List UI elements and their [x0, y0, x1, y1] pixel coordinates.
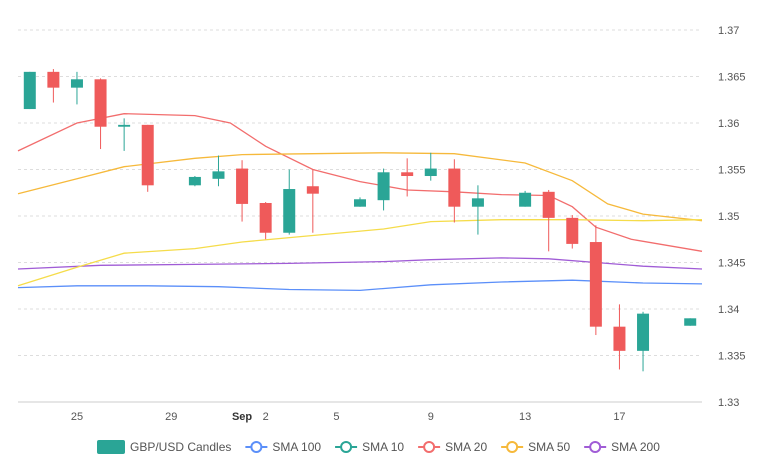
legend-swatch-circle [340, 441, 353, 453]
series-line-sma-50 [17, 152, 703, 222]
y-tick-label: 1.34 [718, 304, 739, 316]
y-tick-label: 1.355 [718, 165, 746, 177]
x-tick-label: 13 [519, 411, 531, 423]
candle [589, 225, 602, 336]
candle-body [283, 189, 296, 233]
candle-body [448, 168, 461, 207]
x-tick-label: 9 [428, 411, 434, 423]
candle [542, 189, 555, 252]
legend-swatch-circle [250, 441, 263, 453]
candle-body [613, 326, 626, 351]
x-tick-label: 2 [263, 411, 269, 423]
candle [566, 215, 579, 249]
candle-body [589, 242, 602, 327]
candle-body [519, 192, 532, 207]
candle-body [637, 313, 650, 351]
legend-swatch [97, 440, 125, 454]
legend-label: SMA 200 [611, 440, 660, 454]
candle [401, 158, 414, 197]
candle [519, 190, 532, 207]
candle-body [424, 168, 437, 177]
candle [377, 168, 390, 211]
series-line-sma-200 [17, 257, 703, 270]
candle [259, 202, 272, 240]
x-axis: 25 29 Sep 2 5 9 13 17 [71, 411, 626, 423]
legend-swatch-circle [506, 441, 519, 453]
candle [94, 78, 107, 150]
y-tick-label: 1.35 [718, 211, 739, 223]
candle [118, 118, 131, 151]
candle-body [70, 79, 83, 88]
candle-body [306, 186, 319, 194]
candle-body [542, 191, 555, 218]
legend-swatch-circle [589, 441, 602, 453]
x-tick-label: Sep [232, 411, 252, 423]
candle [613, 304, 626, 370]
y-tick-label: 1.335 [718, 351, 746, 363]
candle-body [259, 202, 272, 233]
grid-lines [18, 29, 702, 403]
candle [141, 124, 154, 192]
legend-label: SMA 20 [445, 440, 487, 454]
candle-body [354, 199, 366, 207]
candle-body [118, 124, 131, 127]
candle [471, 185, 484, 235]
candle [306, 169, 319, 233]
legend-label: SMA 50 [528, 440, 570, 454]
y-tick-label: 1.345 [718, 258, 746, 270]
candle-body [212, 171, 225, 179]
candles [23, 69, 697, 372]
candle [23, 71, 36, 110]
candle [637, 311, 650, 372]
legend-item-gbp-usd-candles[interactable]: GBP/USD Candles [97, 440, 231, 454]
y-tick-label: 1.37 [718, 25, 739, 37]
candle-body [188, 176, 201, 186]
series-line-unlabeled [17, 219, 703, 287]
legend[interactable]: GBP/USD Candles SMA 100 SMA 10 SMA 20 SMA 50… [97, 440, 660, 454]
candle-body [94, 79, 107, 127]
candle [47, 69, 60, 103]
legend-item-sma-100[interactable]: SMA 100 [245, 440, 321, 454]
x-tick-label: 29 [165, 411, 177, 423]
candle-body [566, 217, 579, 244]
candle-body [471, 198, 484, 207]
y-tick-label: 1.36 [718, 118, 739, 130]
candle [448, 159, 461, 223]
legend-item-sma-20[interactable]: SMA 20 [418, 440, 487, 454]
candle-body [377, 172, 390, 201]
candle [188, 176, 201, 187]
y-axis: 1.33 1.335 1.34 1.345 1.35 1.355 1.36 1.365 1.37 [718, 25, 746, 409]
legend-item-sma-10[interactable]: SMA 10 [335, 440, 404, 454]
candle [212, 155, 225, 187]
candle [283, 169, 296, 235]
candle-body [47, 71, 60, 88]
candle-body [401, 172, 414, 177]
candle [236, 160, 249, 222]
candle-body [684, 318, 697, 326]
candle-body [23, 71, 36, 110]
legend-label: SMA 10 [362, 440, 404, 454]
candle [684, 318, 697, 326]
candle [424, 152, 437, 181]
y-tick-label: 1.33 [718, 397, 739, 409]
candle-body [141, 124, 154, 186]
candle [70, 71, 83, 105]
legend-item-sma-200[interactable]: SMA 200 [584, 440, 660, 454]
legend-item-sma-50[interactable]: SMA 50 [501, 440, 570, 454]
candle [354, 197, 366, 207]
legend-swatch-circle [423, 441, 436, 453]
legend-label: GBP/USD Candles [130, 440, 231, 454]
x-tick-label: 17 [613, 411, 625, 423]
legend-label: SMA 100 [272, 440, 321, 454]
x-tick-label: 5 [333, 411, 339, 423]
candle-body [236, 168, 249, 204]
y-tick-label: 1.365 [718, 72, 746, 84]
x-tick-label: 25 [71, 411, 83, 423]
